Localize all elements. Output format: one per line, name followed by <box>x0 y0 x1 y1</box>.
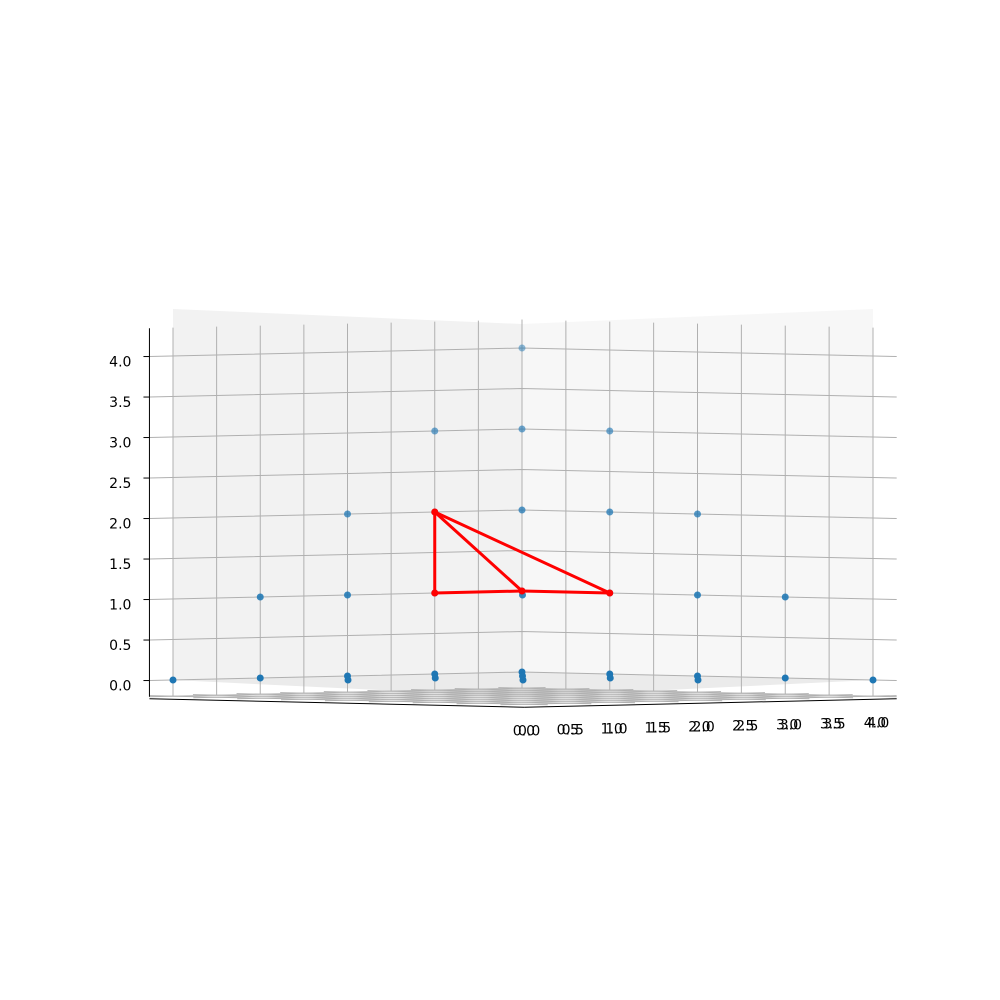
data-point <box>694 510 701 518</box>
data-point <box>606 674 614 682</box>
floor-grid-y <box>324 691 722 702</box>
highlight-polygon <box>431 508 614 597</box>
y-tick-label: 0.0 <box>513 723 535 739</box>
floor-grid-y <box>500 695 897 706</box>
z-tick-label: 1.0 <box>109 598 131 614</box>
x-tick-label: 3.0 <box>780 717 802 733</box>
x-tick-label: 0.5 <box>562 722 584 738</box>
data-point <box>606 508 614 516</box>
floor-grid-y <box>412 693 809 704</box>
axes: 0.0 0.5 1.0 1.5 2.0 2.5 3.0 3.5 4.0 0.0 0.5 1.0 1.5 2… <box>109 328 897 739</box>
floor-grid-y <box>193 688 590 699</box>
z-tick-label: 0.0 <box>109 679 131 695</box>
data-point <box>519 672 526 680</box>
data-point <box>606 427 614 435</box>
y-axis-line <box>524 698 897 708</box>
data-point <box>344 510 351 518</box>
data-point <box>869 676 877 684</box>
z-tick-label: 0.5 <box>109 638 131 654</box>
x-tick-label: 0.0 <box>518 723 540 739</box>
x-tick-label: 1.5 <box>649 720 671 736</box>
floor-grid-y <box>281 690 678 701</box>
data-point <box>518 344 526 352</box>
highlight-edge <box>433 510 524 593</box>
y-tick-label: 2.0 <box>688 719 710 735</box>
highlight-vertex <box>431 508 439 516</box>
data-point <box>518 425 526 433</box>
z-tick-label: 3.5 <box>109 395 131 411</box>
data-point <box>169 676 177 684</box>
data-point <box>518 506 526 514</box>
data-point <box>431 427 439 435</box>
grid-line-z <box>149 549 897 560</box>
floor-grid-y <box>237 689 634 700</box>
y-tick-label: 3.0 <box>776 717 798 733</box>
floor-grid-y <box>456 694 853 705</box>
y-tick-label: 4.0 <box>864 715 886 731</box>
highlight-edge <box>433 510 612 595</box>
z-tick-label: 3.0 <box>109 436 131 452</box>
highlight-vertex <box>518 587 526 595</box>
highlight-vertex <box>431 589 439 597</box>
x-tick-label: 2.0 <box>693 719 715 735</box>
data-point <box>344 591 351 599</box>
x-tick-label: 4.0 <box>867 715 889 731</box>
x-tick-label: 3.5 <box>823 716 845 732</box>
x-axis-line <box>149 698 525 708</box>
data-point <box>256 593 264 601</box>
floor-grid-y <box>149 687 546 698</box>
data-point <box>431 674 439 682</box>
y-tick-label: 0.5 <box>557 722 579 738</box>
data-point <box>344 676 352 684</box>
highlight-edge <box>520 589 612 595</box>
grid-line-z <box>149 468 897 479</box>
z-tick-label: 2.5 <box>109 476 131 492</box>
data-point <box>256 674 264 682</box>
z-tick-label: 4.0 <box>109 355 131 371</box>
x-tick-label: 1.0 <box>605 721 627 737</box>
y-tick-label: 3.5 <box>820 716 842 732</box>
y-tick-label: 1.0 <box>600 721 622 737</box>
y-tick-label: 2.5 <box>732 718 754 734</box>
z-tick-label: 1.5 <box>109 557 131 573</box>
data-point <box>781 674 789 682</box>
z-tick-label: 2.0 <box>109 517 131 533</box>
y-tick-label: 1.5 <box>644 720 666 736</box>
data-point <box>781 593 789 601</box>
grid-line-z <box>149 630 897 641</box>
data-point <box>694 591 701 599</box>
floor-grid-y <box>368 692 765 703</box>
x-tick-label: 2.5 <box>736 718 758 734</box>
data-point <box>694 676 702 684</box>
highlight-edge <box>433 589 524 595</box>
highlight-vertex <box>606 589 614 597</box>
grid-line-z <box>149 387 897 398</box>
